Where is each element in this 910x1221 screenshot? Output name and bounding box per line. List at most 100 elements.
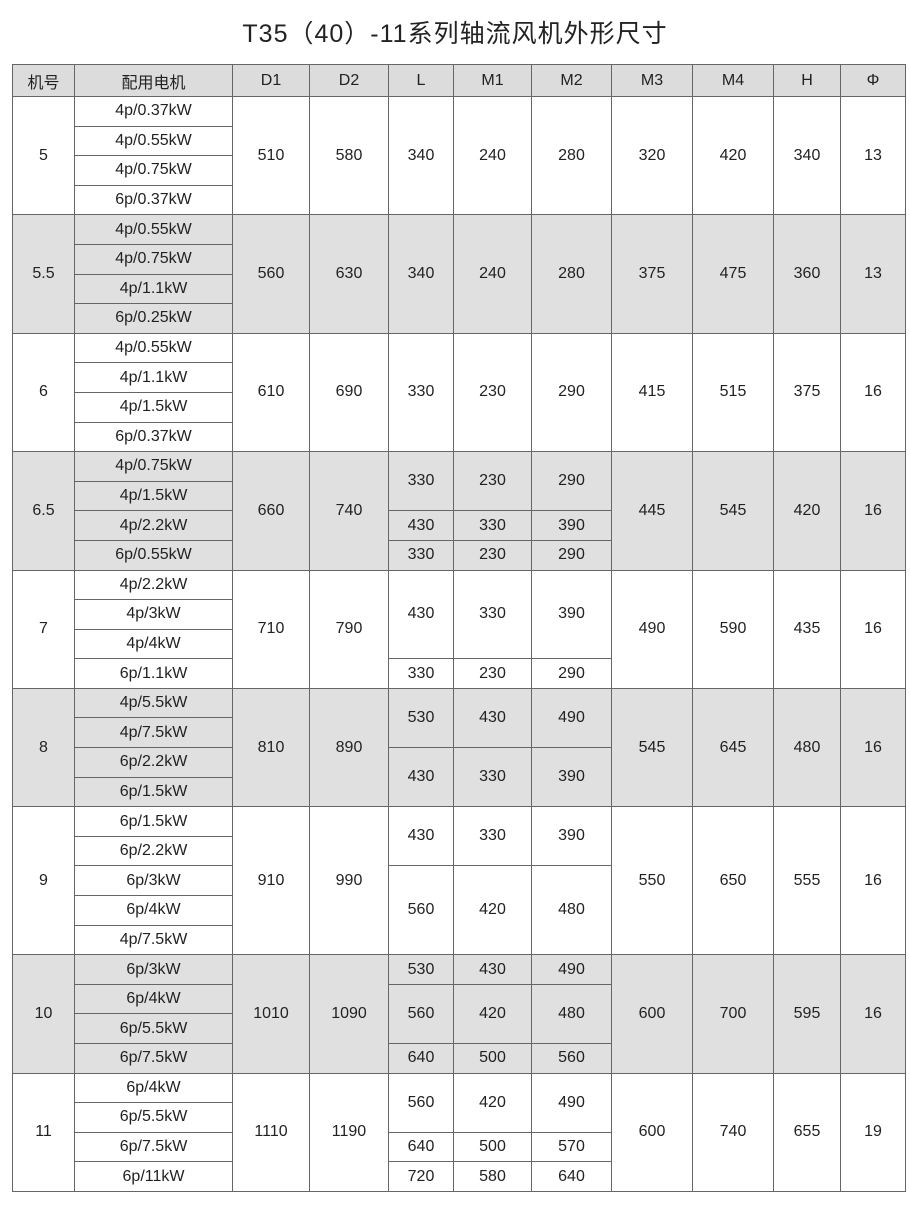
l-cell: 430 — [388, 747, 454, 808]
m1-cell: 330 — [453, 510, 532, 541]
m2-cell: 490 — [531, 954, 612, 985]
table-row: 6p/4kW — [13, 895, 906, 926]
motor-cell: 4p/1.5kW — [74, 480, 233, 512]
table-row: 4p/0.55kW — [13, 125, 906, 157]
table-row: 4p/1.5kW — [13, 391, 906, 423]
m1-cell: 430 — [453, 687, 532, 749]
l-cell: 720 — [388, 1161, 454, 1192]
motor-cell: 6p/1.1kW — [74, 658, 233, 689]
column-header: 机号 — [12, 64, 75, 97]
m2-cell: 490 — [531, 1072, 612, 1133]
motor-cell: 6p/2.2kW — [74, 747, 233, 778]
page-title: T35（40）-11系列轴流风机外形尺寸 — [242, 20, 668, 48]
column-header: D2 — [309, 64, 389, 97]
d2-cell: 580 — [309, 95, 389, 216]
table-row: 4p/1.5kW — [13, 480, 906, 512]
m1-cell: 430 — [453, 954, 532, 985]
motor-cell: 4p/0.75kW — [74, 155, 233, 186]
l-cell: 640 — [388, 1131, 454, 1163]
motor-cell: 6p/5.5kW — [74, 1102, 233, 1133]
table-row: 6 4p/0.55kW 610 690 330 230 290 415 515 375 16 — [12, 332, 906, 453]
table-row: 5.5 4p/0.55kW 560 630 340 240 280 375 475 360 13 — [12, 214, 906, 334]
l-cell: 430 — [388, 806, 454, 867]
m4-cell: 645 — [692, 687, 774, 808]
m2-cell: 290 — [531, 539, 612, 571]
d1-cell: 1110 — [232, 1072, 310, 1192]
phi-cell: 19 — [840, 1072, 906, 1192]
m2-cell: 290 — [531, 332, 612, 453]
d1-cell: 1010 — [232, 954, 310, 1074]
fan-number-cell: 5.5 — [12, 214, 75, 334]
m2-cell: 390 — [531, 569, 612, 660]
motor-cell: 6p/1.5kW — [74, 776, 233, 808]
motor-cell: 4p/4kW — [74, 628, 233, 660]
d1-cell: 710 — [232, 569, 310, 689]
l-cell: 560 — [388, 1072, 454, 1133]
d2-cell: 630 — [309, 214, 389, 334]
m3-cell: 550 — [611, 806, 693, 956]
d2-cell: 790 — [309, 569, 389, 689]
m1-cell: 500 — [453, 1131, 532, 1163]
m2-cell: 490 — [531, 687, 612, 749]
phi-cell: 16 — [840, 569, 906, 689]
motor-cell: 4p/0.75kW — [74, 243, 233, 275]
column-header: M4 — [692, 64, 774, 97]
table-row: 8 4p/5.5kW 810 890 530 430 490 545 645 480 16 — [12, 687, 906, 808]
column-header: 配用电机 — [74, 64, 233, 97]
m2-cell: 290 — [531, 658, 612, 689]
m1-cell: 330 — [453, 569, 532, 660]
phi-cell: 13 — [840, 95, 906, 216]
d1-cell: 810 — [232, 687, 310, 808]
motor-cell: 4p/1.5kW — [74, 391, 233, 423]
column-header: L — [388, 64, 454, 97]
m4-cell: 650 — [692, 806, 774, 956]
table-row: 10 6p/3kW 1010 1090 530 430 490 600 700 595 16 — [12, 954, 906, 1074]
d1-cell: 510 — [232, 95, 310, 216]
table-row: 6p/7.5kW 640 500 560 — [13, 1043, 906, 1074]
table-row: 7 4p/2.2kW 710 790 430 330 390 490 590 435 16 — [12, 569, 906, 689]
fan-number-cell: 6.5 — [12, 451, 75, 571]
l-cell: 430 — [388, 510, 454, 541]
m2-cell: 570 — [531, 1131, 612, 1163]
table-row: 5 4p/0.37kW 510 580 340 240 280 320 420 340 13 — [12, 95, 906, 216]
motor-cell: 6p/4kW — [74, 895, 233, 926]
motor-cell: 6p/5.5kW — [74, 1013, 233, 1044]
motor-cell: 6p/3kW — [74, 865, 233, 897]
table-row: 6p/2.2kW — [13, 835, 906, 867]
motor-cell: 6p/3kW — [74, 954, 233, 985]
motor-cell: 6p/0.37kW — [74, 184, 233, 216]
h-cell: 360 — [773, 214, 841, 334]
table-row: 4p/3kW — [13, 599, 906, 630]
column-header: D1 — [232, 64, 310, 97]
m1-cell: 230 — [453, 658, 532, 689]
motor-cell: 4p/5.5kW — [74, 687, 233, 719]
motor-cell: 4p/2.2kW — [74, 569, 233, 601]
motor-cell: 4p/7.5kW — [74, 924, 233, 956]
m2-cell: 390 — [531, 806, 612, 867]
table-row: 6p/0.37kW — [13, 421, 906, 453]
table-row: 11 6p/4kW 1110 1190 560 420 490 600 740 655 19 — [12, 1072, 906, 1192]
table-row: 4p/7.5kW — [13, 717, 906, 749]
m1-cell: 240 — [453, 214, 532, 334]
m1-cell: 230 — [453, 332, 532, 453]
l-cell: 340 — [388, 95, 454, 216]
motor-cell: 4p/1.1kW — [74, 273, 233, 305]
m3-cell: 490 — [611, 569, 693, 689]
m1-cell: 330 — [453, 747, 532, 808]
d2-cell: 1090 — [309, 954, 389, 1074]
h-cell: 655 — [773, 1072, 841, 1192]
table-row: 4p/1.1kW — [13, 273, 906, 305]
m3-cell: 600 — [611, 1072, 693, 1192]
m1-cell: 230 — [453, 539, 532, 571]
d1-cell: 910 — [232, 806, 310, 956]
fan-number-cell: 7 — [12, 569, 75, 689]
m2-cell: 280 — [531, 214, 612, 334]
m1-cell: 420 — [453, 983, 532, 1045]
motor-cell: 4p/0.37kW — [74, 96, 233, 127]
table-row: 6p/1.1kW 330 230 290 — [13, 658, 906, 689]
motor-cell: 6p/1.5kW — [74, 806, 233, 837]
m2-cell: 280 — [531, 95, 612, 216]
m1-cell: 240 — [453, 95, 532, 216]
table-row: 6p/5.5kW — [13, 1102, 906, 1133]
d2-cell: 740 — [309, 451, 389, 571]
